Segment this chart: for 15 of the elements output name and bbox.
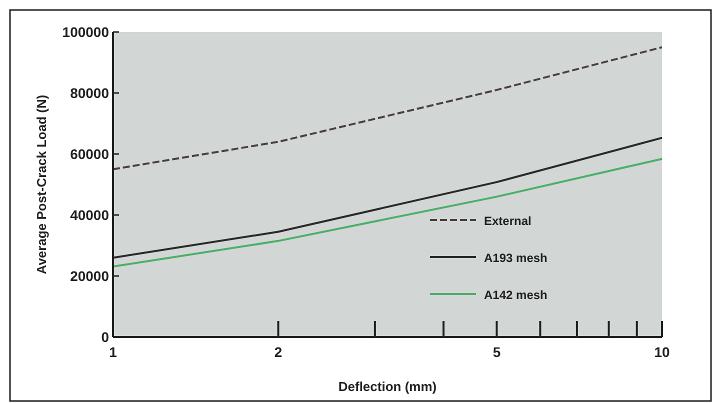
- x-tick-label: 10: [654, 344, 670, 360]
- y-axis-title: Average Post-Crack Load (N): [34, 94, 49, 274]
- y-tick-label: 0: [101, 329, 110, 345]
- y-tick-label: 80000: [70, 85, 110, 101]
- legend-label: External: [484, 214, 532, 228]
- legend-label: A193 mesh: [484, 251, 548, 265]
- legend-label: A142 mesh: [484, 288, 548, 302]
- x-axis-title: Deflection (mm): [338, 379, 437, 394]
- x-tick-label: 5: [492, 344, 501, 360]
- y-tick-label: 100000: [62, 24, 110, 40]
- x-tick-label: 1: [109, 344, 118, 360]
- y-tick-label: 60000: [70, 146, 110, 162]
- y-tick-label: 20000: [70, 268, 110, 284]
- x-tick-label: 2: [274, 344, 282, 360]
- y-tick-label: 40000: [70, 207, 110, 223]
